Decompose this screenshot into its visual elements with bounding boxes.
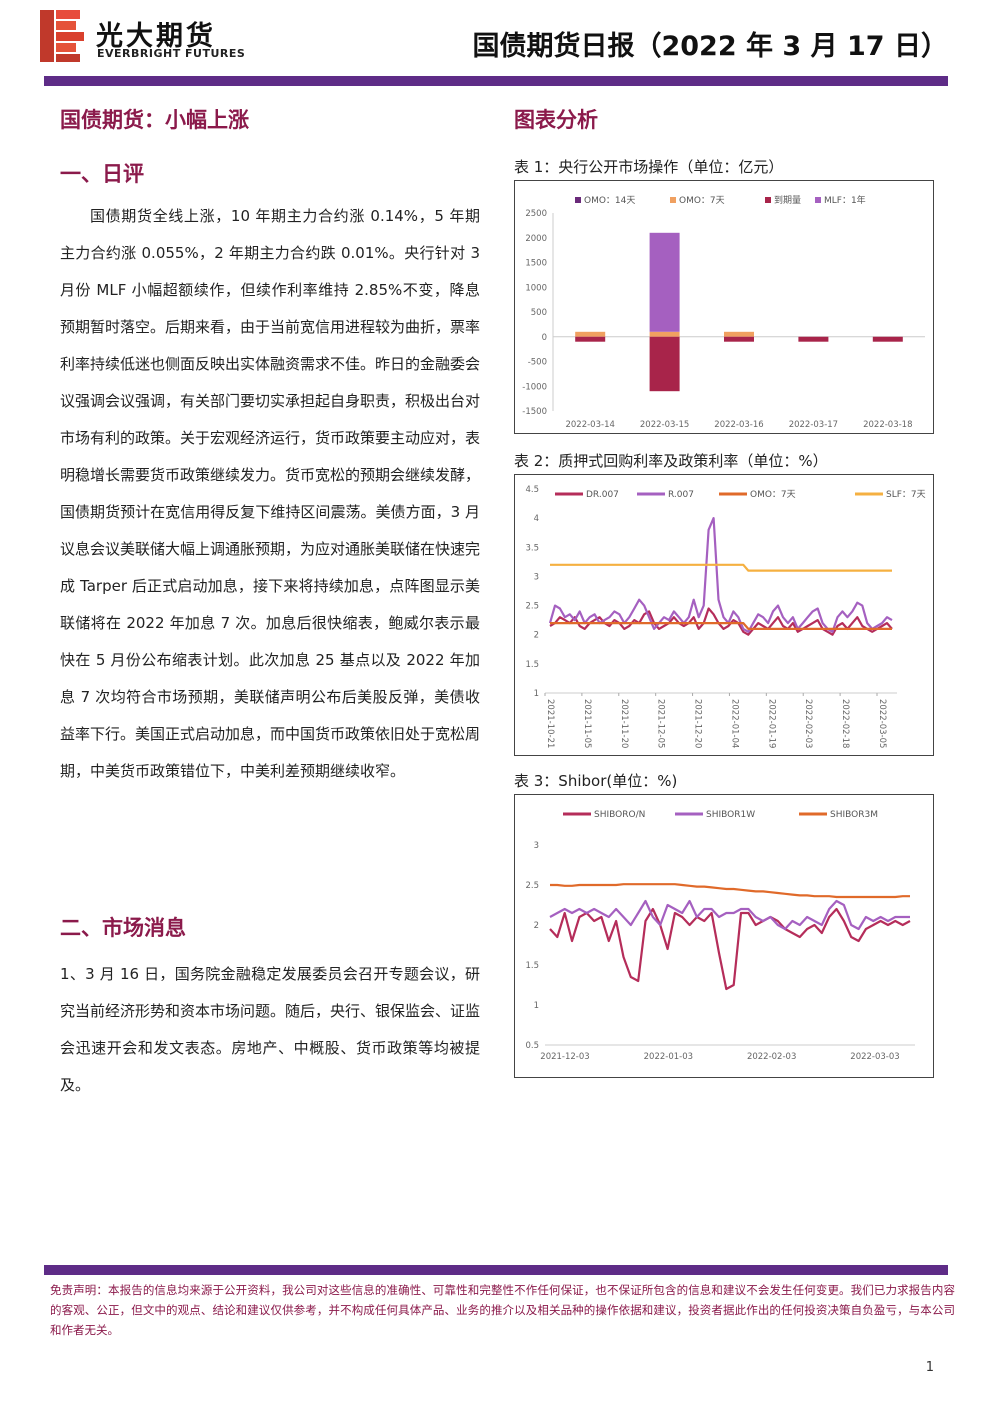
brand-name-en: EVERBRIGHT FUTURES [97, 47, 246, 60]
x-tick-label: 2022-01-04 [729, 699, 739, 748]
y-tick-label: -500 [528, 358, 547, 368]
legend-entry: 到期量 [774, 194, 801, 206]
market-news: 1、3 月 16 日，国务院金融稳定发展委员会召开专题会议，研究当前经济形势和资… [60, 965, 481, 1094]
chart-analysis-title: 图表分析 [514, 108, 598, 132]
disclaimer: 免责声明：本报告的信息均来源于公开资料，我公司对这些信息的准确性、可靠性和完整性… [50, 1283, 955, 1337]
series-line [550, 883, 910, 899]
legend-entry: DR.007 [586, 490, 619, 500]
y-tick-label: 2500 [525, 209, 547, 219]
everbright-logo-icon [40, 10, 84, 62]
omo-chart-svg: -1500 -1000 -500 0 500 1000 1500 2000 2500 2022-0… [522, 194, 925, 430]
y-tick-label: 4.5 [525, 485, 539, 495]
bar [724, 331, 754, 337]
chart3-caption: 表 3：Shibor(单位：%) [514, 772, 678, 790]
news-heading: 二、市场消息 [60, 916, 186, 940]
chart1-caption: 表 1：央行公开市场操作（单位：亿元） [514, 158, 784, 176]
series-line [550, 563, 892, 572]
legend-swatch [575, 197, 581, 203]
series-line [548, 516, 893, 633]
bar [575, 336, 606, 342]
y-tick-label: 0.5 [525, 1041, 539, 1051]
series-line [549, 899, 910, 931]
legend-entry: SHIBOR1W [706, 810, 755, 820]
series-line [549, 607, 893, 636]
y-tick-label: -1500 [522, 407, 547, 417]
x-tick-label: 2022-03-16 [714, 420, 763, 430]
legend-entry: SLF：7天 [886, 490, 926, 500]
bar [575, 331, 606, 337]
daily-heading: 一、日评 [60, 162, 144, 186]
x-tick-label: 2021-12-03 [540, 1052, 589, 1062]
y-tick-label: 2.5 [525, 881, 539, 891]
page-number: 1 [925, 1360, 934, 1375]
bar [798, 336, 829, 342]
brand-name-cn: 光大期货 [96, 21, 216, 52]
x-tick-label: 2021-12-20 [693, 699, 703, 748]
legend-entry: R.007 [668, 490, 694, 500]
bar [649, 336, 680, 392]
bar [649, 232, 680, 332]
x-tick-label: 2022-02-03 [803, 699, 813, 748]
y-tick-label: 1500 [525, 259, 547, 269]
footer-divider [44, 1265, 948, 1275]
y-tick-label: 1.5 [525, 961, 539, 971]
bar [872, 336, 903, 342]
x-tick-label: 2022-03-17 [789, 420, 838, 430]
x-tick-label: 2022-03-18 [863, 420, 912, 430]
x-tick-label: 2022-02-03 [747, 1052, 796, 1062]
legend-entry: SHIBORO/N [594, 810, 645, 820]
legend-entry: OMO：7天 [750, 490, 796, 500]
y-tick-label: 1 [534, 689, 539, 699]
x-tick-label: 2022-03-15 [640, 420, 689, 430]
legend-entry: MLF：1年 [824, 194, 866, 206]
shibor-chart: 0.5 1 1.5 2 2.5 3 2021-12-03 2022-01-03 2022-02-… [514, 794, 934, 1078]
shibor-chart-svg: 0.5 1 1.5 2 2.5 3 2021-12-03 2022-01-03 2022-02-… [525, 810, 915, 1062]
x-tick-label: 2022-02-18 [840, 699, 850, 748]
legend-swatch [670, 197, 676, 203]
y-tick-label: -1000 [522, 382, 547, 392]
y-tick-label: 3 [534, 572, 539, 582]
bar [649, 331, 680, 337]
header-divider [44, 76, 948, 86]
y-tick-label: 2.5 [525, 602, 539, 612]
y-tick-label: 2 [534, 921, 539, 931]
omo-chart: -1500 -1000 -500 0 500 1000 1500 2000 2500 2022-0… [514, 180, 934, 434]
bar [724, 336, 754, 342]
series-line [550, 622, 892, 630]
chart2-caption: 表 2：质押式回购利率及政策利率（单位：%） [514, 452, 828, 470]
y-tick-label: 1 [534, 1001, 539, 1011]
series-line [549, 907, 911, 991]
y-tick-label: 0 [542, 333, 547, 343]
x-tick-label: 2021-11-20 [619, 699, 629, 748]
y-tick-label: 3.5 [525, 543, 539, 553]
x-tick-label: 2021-10-21 [545, 699, 555, 748]
x-tick-label: 2021-12-05 [656, 699, 666, 748]
y-tick-label: 4 [534, 514, 539, 524]
repo-rate-chart-svg: 1 1.5 2 2.5 3 3.5 4 4.5 2021-10-21 2021-11-05 2021… [525, 485, 926, 748]
y-tick-label: 2 [534, 631, 539, 641]
repo-rate-chart: 1 1.5 2 2.5 3 3.5 4 4.5 2021-10-21 2021-11-05 2021… [514, 474, 934, 756]
x-tick-label: 2022-01-19 [766, 699, 776, 748]
y-tick-label: 1.5 [525, 660, 539, 670]
x-tick-label: 2022-01-03 [644, 1052, 693, 1062]
y-tick-label: 2000 [525, 234, 547, 244]
report-title: 国债期货日报（2022 年 3 月 17 日） [472, 31, 948, 62]
x-tick-label: 2021-11-05 [582, 699, 592, 748]
x-tick-label: 2022-03-14 [565, 420, 614, 430]
y-tick-label: 1000 [525, 283, 547, 293]
y-tick-label: 500 [531, 308, 547, 318]
x-tick-label: 2022-03-05 [877, 699, 887, 748]
legend-entry: SHIBOR3M [830, 810, 878, 820]
y-tick-label: 3 [534, 841, 539, 851]
legend-entry: OMO：7天 [679, 196, 725, 206]
main-title: 国债期货：小幅上涨 [60, 108, 249, 132]
daily-commentary: 国债期货全线上涨，10 年期主力合约涨 0.14%，5 年期主力合约涨 0.05… [60, 207, 481, 780]
legend-swatch [815, 197, 821, 203]
legend-swatch [765, 197, 771, 203]
legend-entry: OMO：14天 [584, 196, 635, 206]
x-tick-label: 2022-03-03 [850, 1052, 899, 1062]
